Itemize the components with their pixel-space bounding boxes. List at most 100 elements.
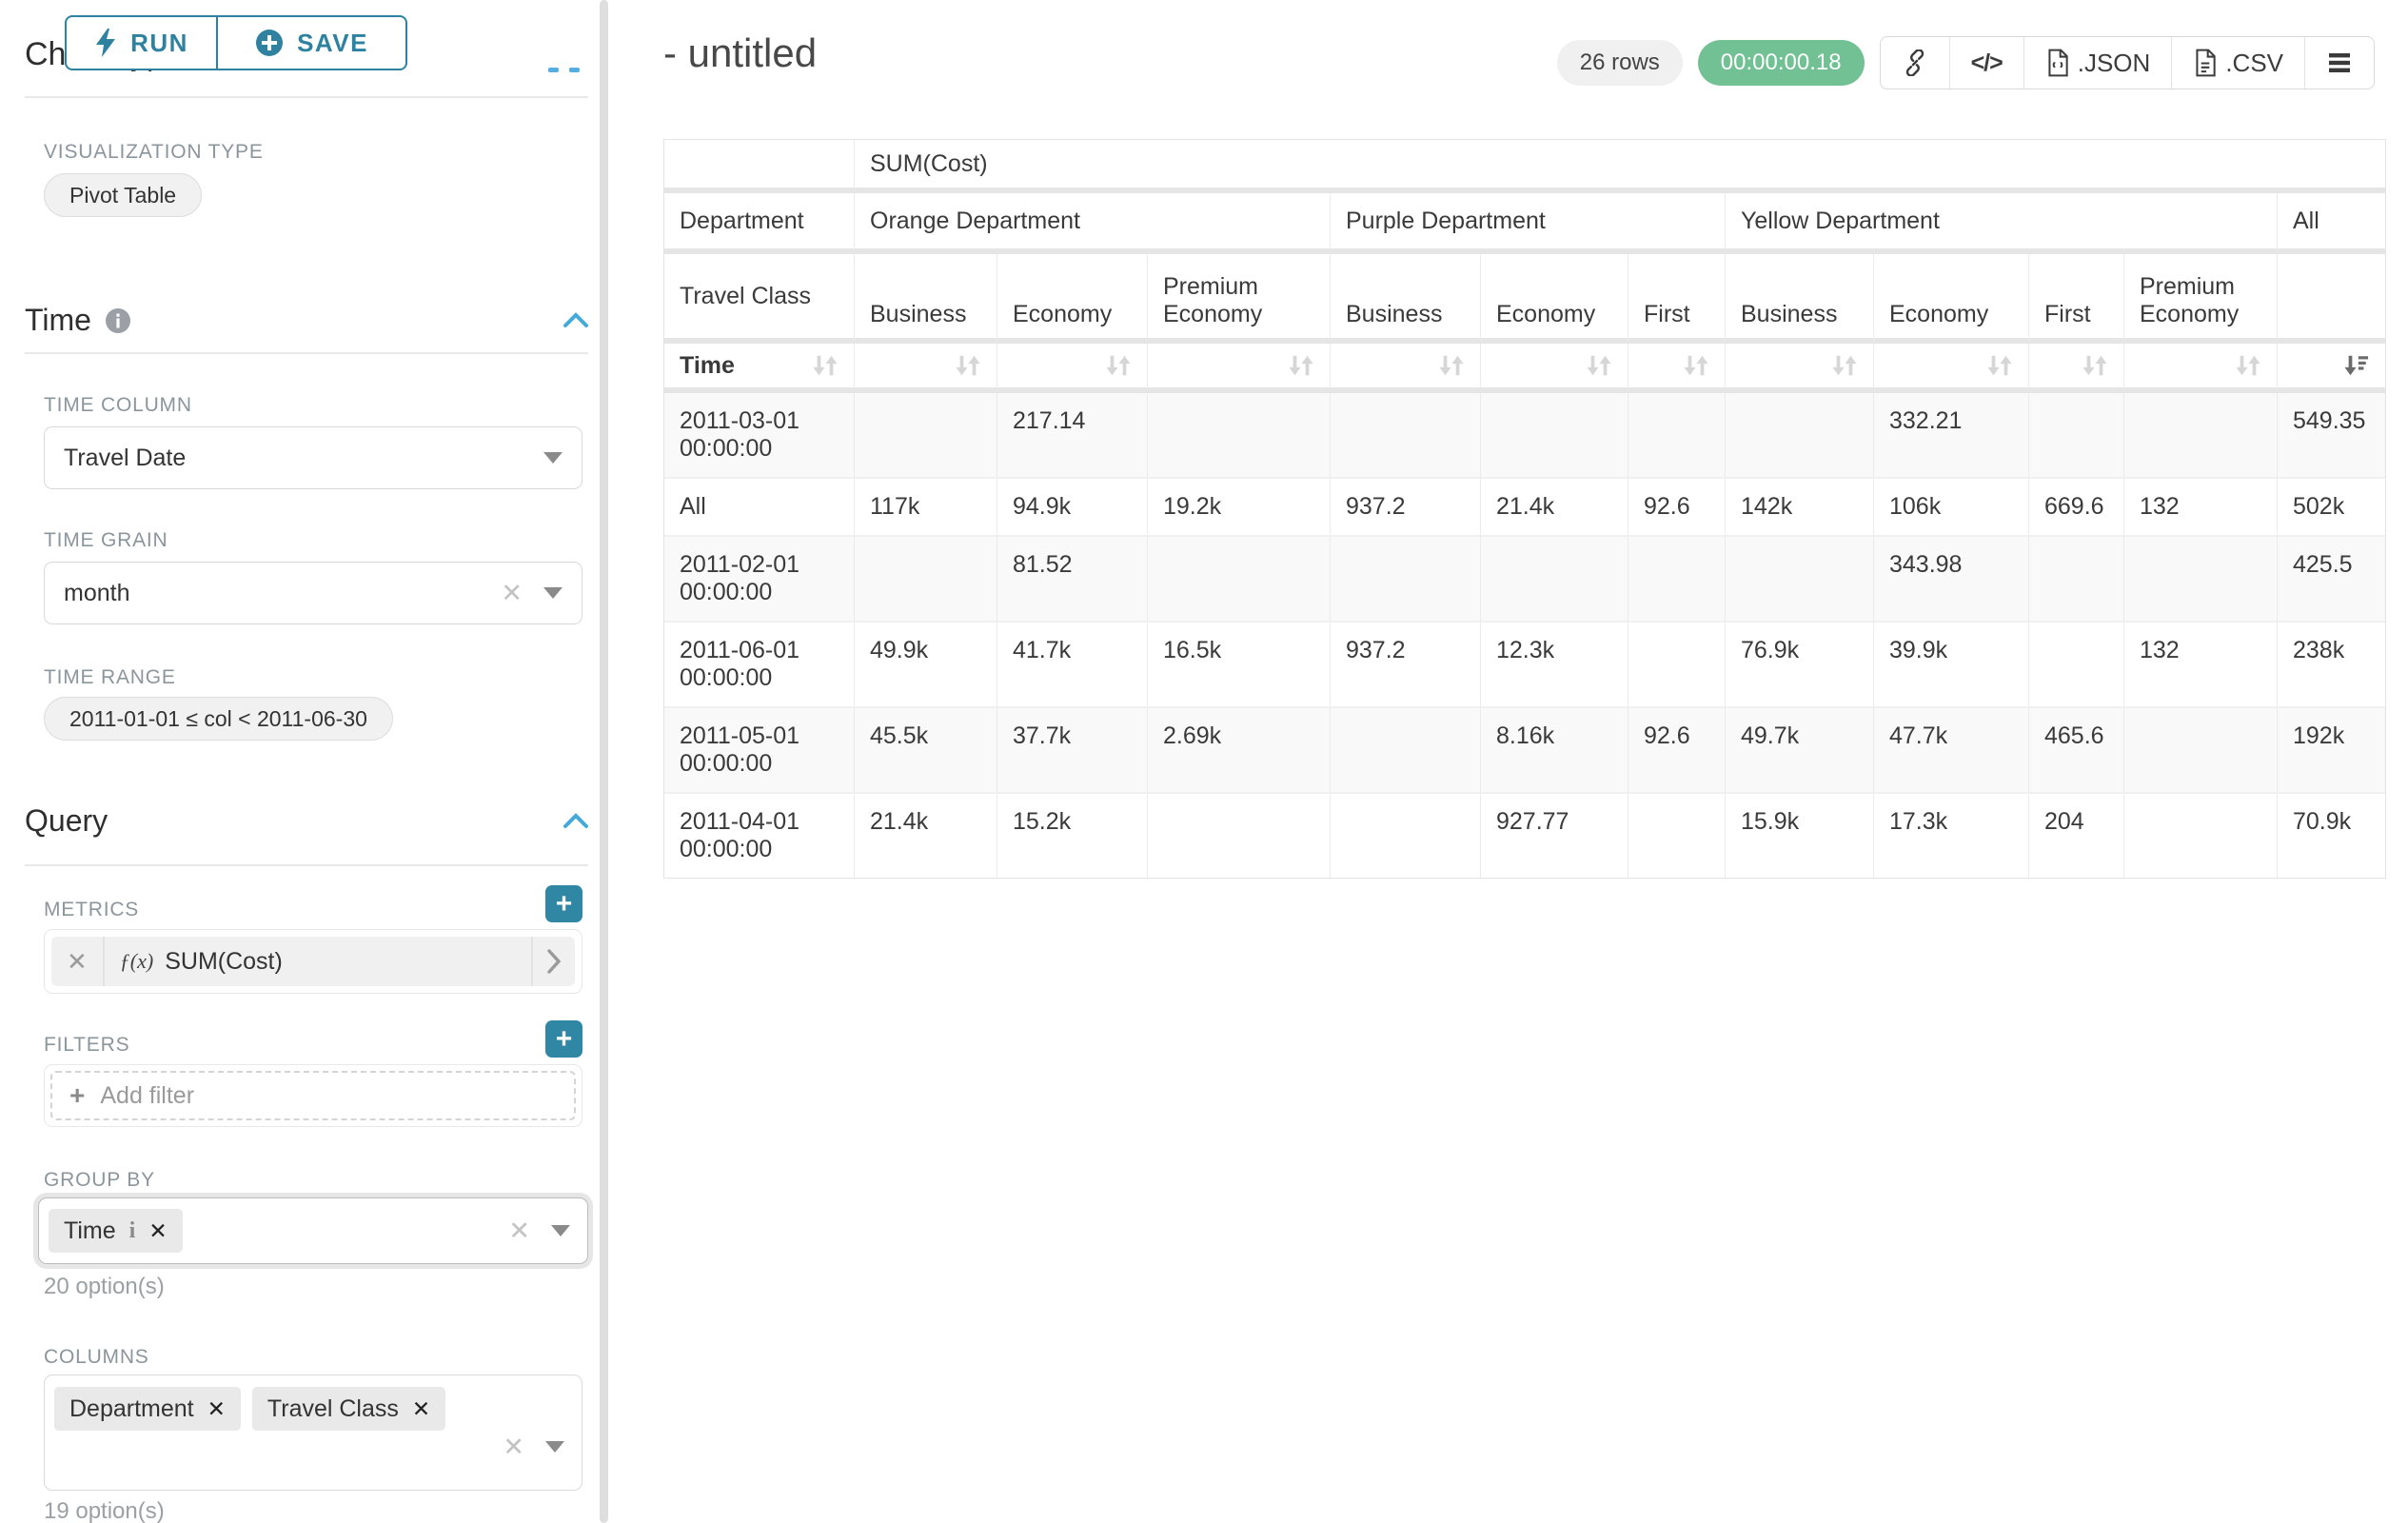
chevron-right-icon[interactable] xyxy=(531,937,575,986)
sort-toggle-icon[interactable] xyxy=(1986,353,2013,378)
sort-toggle-icon[interactable] xyxy=(1683,353,1709,378)
value-cell: 332.21 xyxy=(1874,393,2029,479)
add-filter-plus-button[interactable]: + xyxy=(545,1020,582,1058)
time-column-value: Travel Date xyxy=(64,445,186,472)
column-group-header: Purple Department xyxy=(1331,193,1726,254)
sort-toggle-icon[interactable] xyxy=(1438,353,1465,378)
export-json-label: .JSON xyxy=(2078,49,2151,78)
time-grain-value: month xyxy=(64,580,129,607)
add-filter-button[interactable]: + Add filter xyxy=(50,1071,576,1120)
chevron-down-icon[interactable] xyxy=(545,1441,564,1453)
column-header: Economy xyxy=(1481,254,1628,344)
collapse-chevron-icon[interactable] xyxy=(562,811,590,830)
sort-cell xyxy=(1874,344,2029,393)
sort-toggle-icon[interactable] xyxy=(1586,353,1612,378)
sort-desc-active-icon[interactable] xyxy=(2343,353,2370,378)
time-column-label: TIME COLUMN xyxy=(44,394,192,417)
value-cell xyxy=(1331,708,1481,794)
value-cell: 15.9k xyxy=(1726,794,1874,878)
visualization-type-pill[interactable]: Pivot Table xyxy=(44,173,202,217)
table-row: 2011-03-01 00:00:00217.14332.21549.35 xyxy=(664,393,2385,479)
sort-toggle-icon[interactable] xyxy=(955,353,981,378)
value-cell: 41.7k xyxy=(997,623,1148,708)
tag-label: Travel Class xyxy=(267,1395,399,1423)
sort-toggle-icon[interactable] xyxy=(2235,353,2261,378)
chart-title[interactable]: - untitled xyxy=(663,30,817,76)
superset-explore-page: Chart Type RUN SAVE VISUALIZATION TYPE P… xyxy=(0,0,2408,1523)
table-row: 2011-04-01 00:00:0021.4k15.2k927.7715.9k… xyxy=(664,794,2385,878)
value-cell xyxy=(2124,794,2278,878)
pivot-corner-cell xyxy=(664,140,855,193)
group-by-tag-time[interactable]: Timei✕ xyxy=(49,1209,183,1253)
value-cell: 117k xyxy=(855,479,997,537)
metric-pill[interactable]: ✕ ƒ(x) SUM(Cost) xyxy=(51,937,575,986)
column-group-header: All xyxy=(2278,193,2385,254)
time-grain-label: TIME GRAIN xyxy=(44,529,168,552)
group-by-select[interactable]: Timei✕ ✕ xyxy=(38,1197,588,1264)
filters-label: FILTERS xyxy=(44,1034,129,1057)
row-label-cell: 2011-03-01 00:00:00 xyxy=(664,393,855,479)
value-cell: 19.2k xyxy=(1148,479,1331,537)
value-cell: 16.5k xyxy=(1148,623,1331,708)
value-cell: 45.5k xyxy=(855,708,997,794)
embed-code-button[interactable]: </> xyxy=(1950,37,2024,89)
scrollbar[interactable] xyxy=(600,0,608,1523)
value-cell: 81.52 xyxy=(997,537,1148,623)
divider xyxy=(25,352,588,354)
time-column-select[interactable]: Travel Date xyxy=(44,426,582,489)
sub-dimension-header: Travel Class xyxy=(664,254,855,344)
value-cell xyxy=(2124,537,2278,623)
control-panel: Chart Type RUN SAVE VISUALIZATION TYPE P… xyxy=(0,0,612,1523)
more-options-button[interactable] xyxy=(2305,37,2374,89)
column-header: Business xyxy=(855,254,997,344)
value-cell: 142k xyxy=(1726,479,1874,537)
sort-toggle-icon[interactable] xyxy=(812,353,839,378)
group-by-options-note: 20 option(s) xyxy=(44,1274,165,1300)
value-cell: 238k xyxy=(2278,623,2385,708)
value-cell: 217.14 xyxy=(997,393,1148,479)
clear-icon[interactable]: ✕ xyxy=(501,581,523,606)
chevron-down-icon[interactable] xyxy=(551,1225,570,1236)
value-cell xyxy=(1628,393,1726,479)
clear-icon[interactable]: ✕ xyxy=(503,1434,524,1460)
collapse-chevron-icon[interactable] xyxy=(562,310,590,329)
value-cell: 502k xyxy=(2278,479,2385,537)
add-metric-button[interactable]: + xyxy=(545,885,582,922)
value-cell xyxy=(1628,537,1726,623)
sort-toggle-icon[interactable] xyxy=(1831,353,1858,378)
sort-toggle-icon[interactable] xyxy=(2082,353,2108,378)
value-cell: 47.7k xyxy=(1874,708,2029,794)
value-cell xyxy=(2124,708,2278,794)
sort-toggle-icon[interactable] xyxy=(1105,353,1132,378)
remove-tag-icon[interactable]: ✕ xyxy=(148,1218,167,1244)
value-cell: 12.3k xyxy=(1481,623,1628,708)
value-cell: 17.3k xyxy=(1874,794,2029,878)
export-toolbar: </> .JSON .CSV xyxy=(1880,36,2375,89)
copy-link-button[interactable] xyxy=(1881,37,1950,89)
save-button[interactable]: SAVE xyxy=(217,15,407,70)
columns-tag-department[interactable]: Department✕ xyxy=(54,1387,241,1431)
value-cell: 927.77 xyxy=(1481,794,1628,878)
export-csv-button[interactable]: .CSV xyxy=(2172,37,2305,89)
value-cell: 76.9k xyxy=(1726,623,1874,708)
sort-cell xyxy=(1628,344,1726,393)
hamburger-menu-icon xyxy=(2326,52,2353,73)
plus-circle-icon xyxy=(255,29,284,57)
pivot-table: SUM(Cost)DepartmentOrange DepartmentPurp… xyxy=(663,139,2386,879)
remove-tag-icon[interactable]: ✕ xyxy=(207,1396,226,1422)
clear-icon[interactable]: ✕ xyxy=(508,1218,530,1244)
remove-tag-icon[interactable]: ✕ xyxy=(412,1396,430,1422)
time-grain-select[interactable]: month ✕ xyxy=(44,562,582,624)
columns-select[interactable]: Department✕ Travel Class ✕ ✕ xyxy=(44,1375,582,1491)
run-button[interactable]: RUN xyxy=(65,15,217,70)
export-json-button[interactable]: .JSON xyxy=(2024,37,2173,89)
chevron-down-icon[interactable] xyxy=(543,587,563,599)
column-header: Premium Economy xyxy=(2124,254,2278,344)
remove-metric-icon[interactable]: ✕ xyxy=(51,937,105,986)
chevron-down-icon[interactable] xyxy=(543,452,563,464)
value-cell: 49.7k xyxy=(1726,708,1874,794)
columns-tag-travel-class[interactable]: Travel Class ✕ xyxy=(252,1387,445,1431)
sort-toggle-icon[interactable] xyxy=(1288,353,1314,378)
value-cell: 37.7k xyxy=(997,708,1148,794)
time-range-pill[interactable]: 2011-01-01 ≤ col < 2011-06-30 xyxy=(44,697,393,741)
